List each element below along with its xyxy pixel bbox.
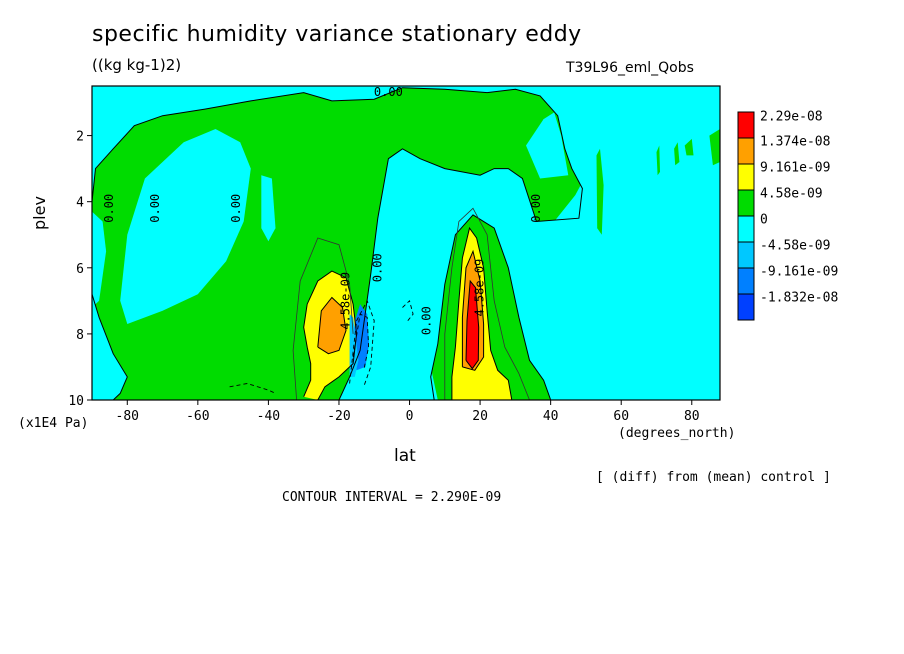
legend-label: 1.374e-08	[760, 135, 830, 150]
y-axis-unit: (x1E4 Pa)	[18, 416, 89, 431]
field-cyan-right-spike	[554, 175, 597, 242]
plot-frame	[91, 85, 721, 401]
contour-label: 0.00	[229, 194, 243, 223]
x-tick-label: -20	[327, 409, 350, 424]
contour-label: 4.58e-09	[473, 259, 487, 317]
diff-note: [ (diff) from (mean) control ]	[596, 470, 831, 485]
y-tick-label: 6	[76, 262, 84, 277]
legend-swatch	[737, 111, 755, 139]
field-red-north	[466, 281, 479, 369]
field-green-east-b	[684, 138, 694, 156]
contour-orange-south	[317, 296, 347, 355]
contour-label: 0.00	[374, 85, 403, 99]
x-tick-label: 60	[613, 409, 629, 424]
contour-neg-2	[352, 313, 370, 371]
contour-label: 0.00	[370, 253, 384, 282]
y-tick-label: 10	[68, 394, 84, 409]
contour-right-lobe	[430, 214, 552, 400]
field-cyan-upper-south	[120, 129, 251, 324]
field-green-south-tail	[254, 383, 304, 400]
legend-label: -4.58e-09	[760, 239, 830, 254]
contour-thin-south	[292, 237, 354, 400]
legend-swatch	[737, 293, 755, 321]
field-cyan-central	[370, 284, 438, 400]
contour-red-north	[465, 279, 480, 370]
legend-label: 2.29e-08	[760, 110, 823, 125]
contour-green-edge	[92, 87, 583, 400]
legend-swatch	[737, 267, 755, 295]
field-orange-south	[317, 297, 346, 354]
legend-swatch	[737, 137, 755, 165]
contour-interval: CONTOUR INTERVAL = 2.290E-09	[282, 490, 502, 505]
x-tick-label: -80	[116, 409, 139, 424]
contour-thin-north	[444, 207, 530, 400]
contour-neg-4	[229, 383, 276, 394]
legend-label: -1.832e-08	[760, 291, 838, 306]
x-tick-label: 0	[406, 409, 414, 424]
legend-swatch	[737, 241, 755, 269]
y-tick-label: 2	[76, 130, 84, 145]
field-green-east-c	[709, 129, 720, 166]
x-axis-label: lat	[394, 446, 416, 466]
contour-yellow-north	[451, 226, 513, 400]
legend-label: 4.58e-09	[760, 187, 823, 202]
x-tick-label: 20	[472, 409, 488, 424]
legend-label: 0	[760, 213, 768, 228]
contour-label: 0.00	[148, 194, 162, 223]
field-green-east-e	[656, 145, 660, 176]
contour-label: 0.00	[102, 194, 116, 223]
contour-label: 0.00	[529, 194, 543, 223]
field-green-east-a	[596, 148, 604, 235]
chart-title: specific humidity variance stationary ed…	[92, 22, 582, 47]
x-tick-label: -60	[186, 409, 209, 424]
legend-swatch	[737, 163, 755, 191]
field-green-east-d	[674, 142, 680, 166]
contour-yellow-south	[303, 270, 358, 400]
contour-label: 4.58e-09	[339, 272, 353, 330]
contour-neg-1	[349, 299, 375, 387]
field-cyan-left-strip	[92, 211, 107, 308]
contour-orange-north	[461, 249, 485, 371]
legend-swatch	[737, 215, 755, 243]
legend-swatch	[737, 189, 755, 217]
contour-neg-3	[402, 299, 414, 321]
run-id: T39L96_eml_Qobs	[566, 60, 694, 76]
x-tick-label: -40	[257, 409, 280, 424]
legend-label: 9.161e-09	[760, 161, 830, 176]
y-tick-label: 4	[76, 196, 84, 211]
x-axis-unit: (degrees_north)	[618, 426, 736, 441]
chart-units: ((kg kg-1)2)	[92, 56, 182, 74]
field-cyan-notch	[261, 175, 276, 242]
x-tick-label: 40	[543, 409, 559, 424]
field-cyan-east	[526, 112, 569, 179]
legend-label: -9.161e-09	[760, 265, 838, 280]
y-tick-label: 8	[76, 328, 84, 343]
contour-label: 0.00	[420, 306, 434, 335]
x-tick-label: 80	[684, 409, 700, 424]
